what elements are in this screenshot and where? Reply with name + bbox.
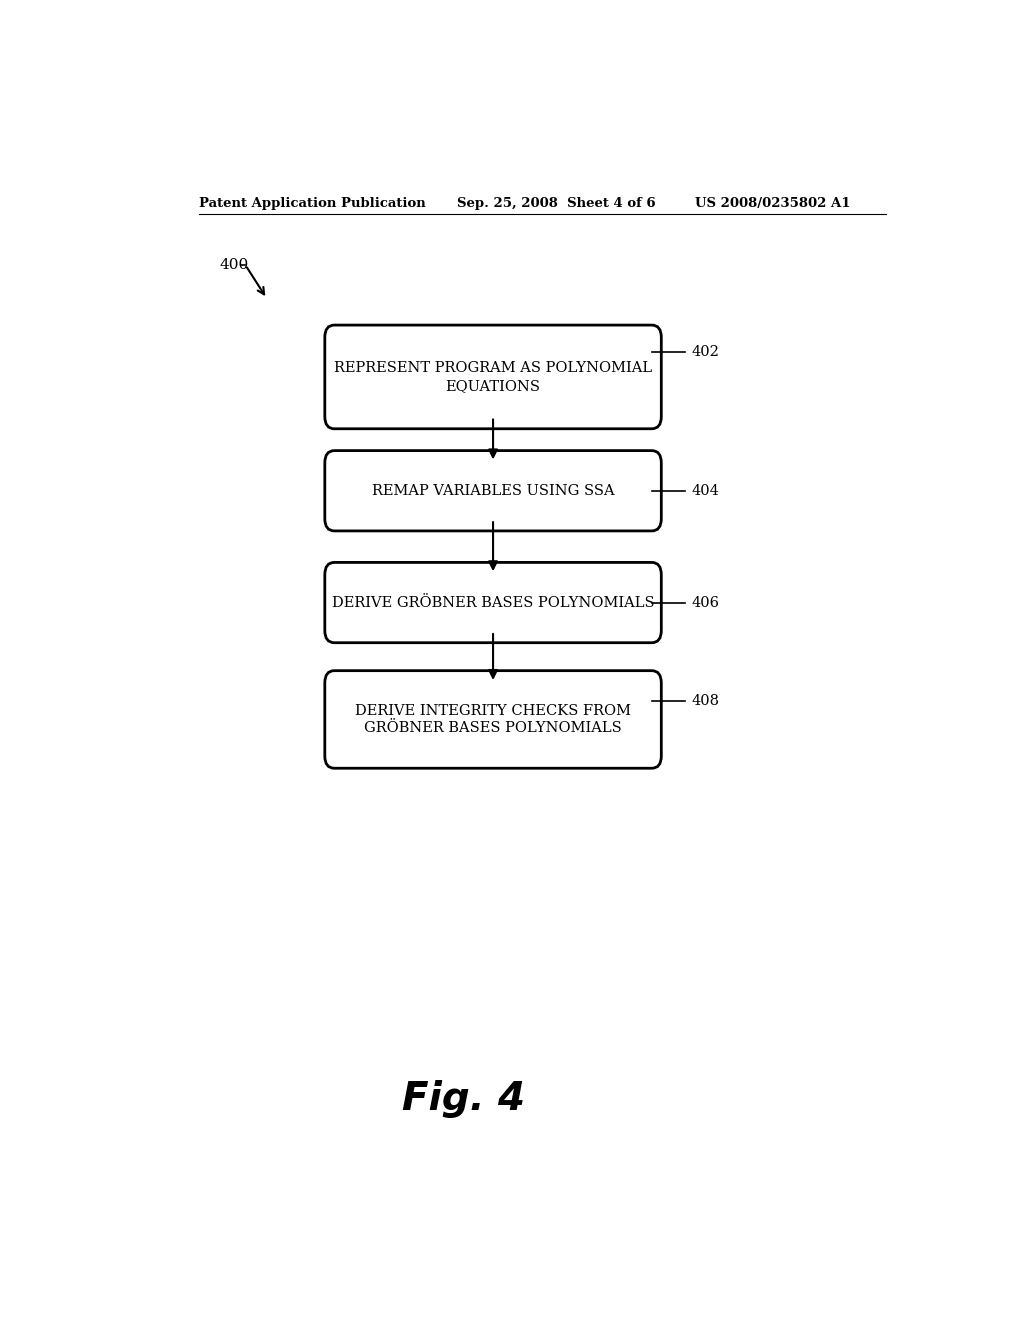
Text: Sep. 25, 2008  Sheet 4 of 6: Sep. 25, 2008 Sheet 4 of 6: [458, 197, 656, 210]
Text: 406: 406: [691, 595, 720, 610]
Text: REPRESENT PROGRAM AS POLYNOMIAL
EQUATIONS: REPRESENT PROGRAM AS POLYNOMIAL EQUATION…: [334, 360, 652, 393]
Text: 408: 408: [691, 694, 720, 708]
Text: 404: 404: [691, 483, 719, 498]
FancyBboxPatch shape: [325, 562, 662, 643]
Text: REMAP VARIABLES USING SSA: REMAP VARIABLES USING SSA: [372, 483, 614, 498]
Text: 402: 402: [691, 345, 719, 359]
Text: 400: 400: [219, 259, 249, 272]
Text: Fig. 4: Fig. 4: [401, 1080, 524, 1118]
Text: DERIVE GRÖBNER BASES POLYNOMIALS: DERIVE GRÖBNER BASES POLYNOMIALS: [332, 595, 654, 610]
FancyBboxPatch shape: [325, 671, 662, 768]
FancyBboxPatch shape: [325, 450, 662, 531]
FancyBboxPatch shape: [325, 325, 662, 429]
Text: DERIVE INTEGRITY CHECKS FROM
GRÖBNER BASES POLYNOMIALS: DERIVE INTEGRITY CHECKS FROM GRÖBNER BAS…: [355, 704, 631, 735]
Text: US 2008/0235802 A1: US 2008/0235802 A1: [695, 197, 851, 210]
Text: Patent Application Publication: Patent Application Publication: [200, 197, 426, 210]
